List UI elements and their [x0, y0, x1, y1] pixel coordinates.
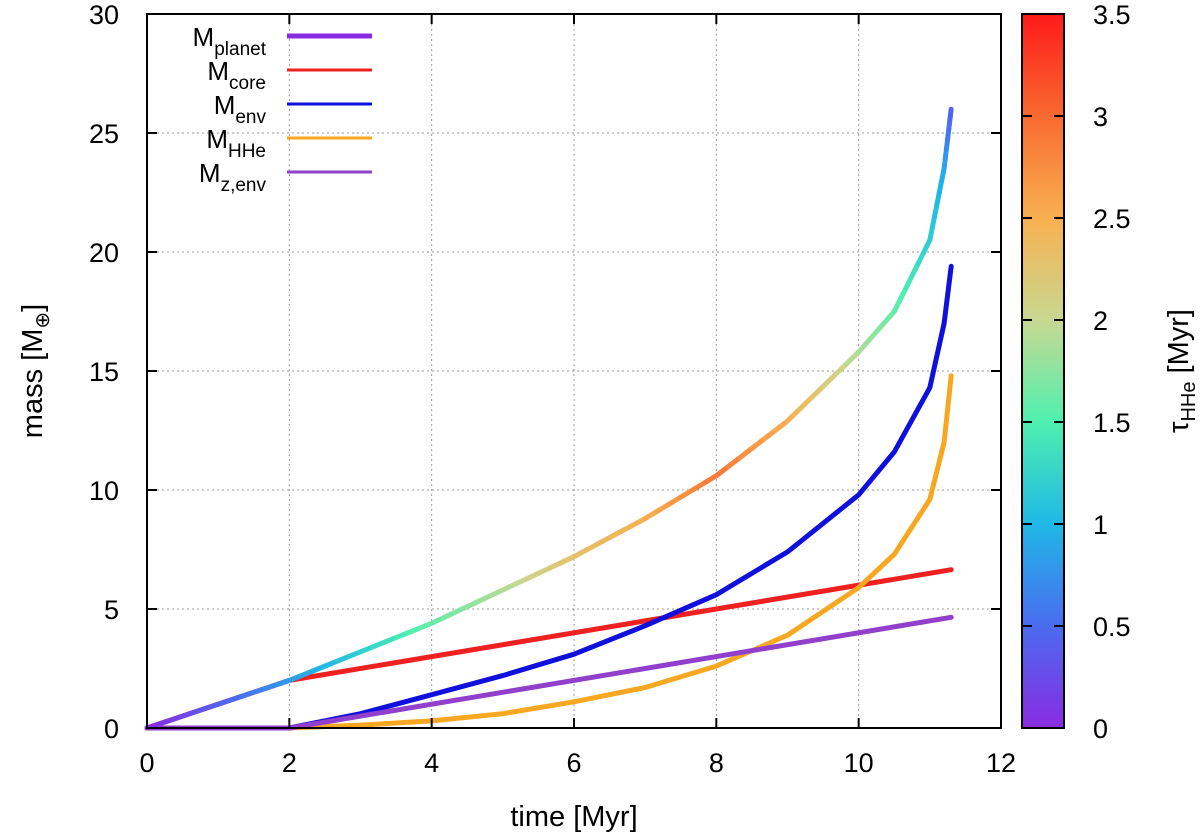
y-tick-label: 5 — [104, 595, 119, 625]
series-planet-segment — [844, 349, 862, 366]
legend-env-label: Menv — [214, 90, 267, 128]
y-tick-label: 0 — [104, 714, 119, 744]
legend-core-label-sub: core — [229, 73, 266, 94]
colorbar-tick-label: 1 — [1093, 510, 1108, 540]
series-planet-segment — [832, 360, 850, 378]
x-tick-label: 2 — [282, 748, 297, 778]
legend-hhe-label-main: M — [206, 124, 228, 154]
y-tick-label: 15 — [89, 357, 119, 387]
legend-planet-label: Mplanet — [193, 22, 267, 60]
legend-hhe-label: MHHe — [206, 124, 266, 162]
legend-core-label-main: M — [207, 56, 229, 86]
plot-series — [144, 106, 954, 731]
colorbar-tick-label: 2.5 — [1093, 204, 1131, 234]
colorbar-ticks: 0 0.5 1 1.5 2 2.5 3 3.5 — [1022, 0, 1131, 744]
series-env-line — [144, 263, 954, 731]
legend-planet-label-sub: planet — [214, 39, 266, 60]
y-tick-label: 10 — [89, 476, 119, 506]
colorbar-tick-label: 0 — [1093, 714, 1108, 744]
colorbar-tick-label: 3.5 — [1093, 0, 1131, 30]
colorbar-tick-label: 2 — [1093, 306, 1108, 336]
x-tick-label: 6 — [566, 748, 581, 778]
colorbar-tick-label: 3 — [1093, 102, 1108, 132]
legend-hhe-label-sub: HHe — [228, 141, 266, 162]
x-tick-label: 10 — [844, 748, 874, 778]
colorbar — [1021, 13, 1065, 729]
colorbar-tick-label: 0.5 — [1093, 612, 1131, 642]
y-axis-title: mass [M⊕] — [17, 304, 54, 438]
legend-core-label: Mcore — [207, 56, 266, 94]
y-tick-label: 25 — [89, 119, 119, 149]
legend-env-label-sub: env — [235, 107, 266, 128]
series-planet-segment — [785, 406, 802, 424]
series-planet-segment — [808, 383, 826, 401]
series-planet-segment — [796, 395, 814, 412]
colorbar-title: τHHe [Myr] — [1163, 309, 1200, 433]
y-tick-label: 30 — [89, 0, 119, 30]
legend-z-env-label: Mz,env — [199, 158, 267, 196]
y-axis-title-suffix: ] — [17, 304, 49, 312]
axis-ticks: 0 2 4 6 8 10 12 0 5 10 15 20 25 30 — [89, 0, 1016, 778]
series-planet-segment — [820, 372, 838, 389]
colorbar-tick-label: 1.5 — [1093, 408, 1131, 438]
x-tick-label: 8 — [709, 748, 724, 778]
colorbar-title-suffix: [Myr] — [1163, 309, 1195, 382]
series-z-env-line — [144, 614, 954, 731]
series-planet — [144, 106, 954, 731]
x-tick-label: 12 — [986, 748, 1016, 778]
legend-env-label-main: M — [214, 90, 236, 120]
y-axis-title-symbol: ⊕ — [32, 312, 54, 329]
colorbar-title-sub: HHe — [1178, 382, 1200, 422]
y-axis-title-text: mass [M — [17, 329, 49, 439]
series-planet-segment — [947, 106, 954, 122]
legend-z-env-label-sub: z,env — [221, 175, 267, 196]
legend-planet-label-main: M — [193, 22, 215, 52]
colorbar-title-tau: τ — [1163, 421, 1195, 433]
x-tick-label: 0 — [139, 748, 154, 778]
x-axis-title: time [Myr] — [510, 801, 637, 833]
grid — [147, 14, 1001, 728]
y-tick-label: 20 — [89, 238, 119, 268]
series-hhe-line — [144, 373, 954, 731]
x-tick-label: 4 — [424, 748, 439, 778]
legend-z-env-label-main: M — [199, 158, 221, 188]
